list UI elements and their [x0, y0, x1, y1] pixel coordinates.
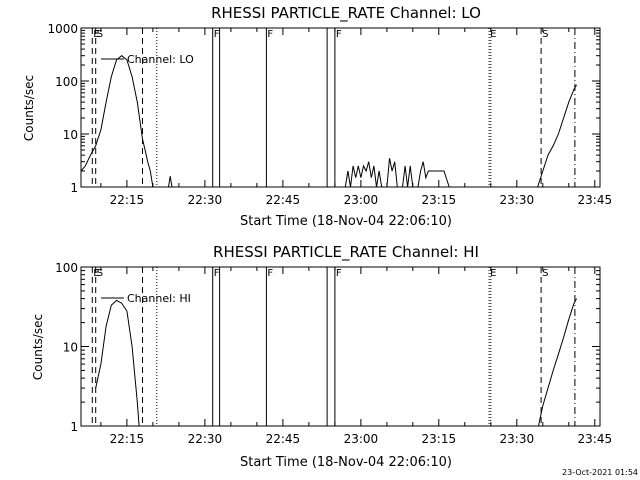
x-tick-label: 23:45 [578, 193, 613, 207]
x-tick-label: 23:15 [422, 193, 457, 207]
y-tick-label: 1 [70, 420, 78, 434]
panel-hi: RHESSI PARTICLE_RATE Channel: HI Start T… [31, 243, 612, 470]
y-axis-label: Counts/sec [31, 314, 45, 380]
x-axis-label: Start Time (18-Nov-04 22:06:10) [240, 455, 452, 470]
y-tick-label: 1000 [47, 22, 78, 36]
x-tick-label: 23:00 [344, 193, 379, 207]
chart-title: RHESSI PARTICLE_RATE Channel: HI [213, 243, 479, 262]
footer-timestamp: 23-Oct-2021 01:54 [562, 468, 638, 477]
x-tick-label: 23:15 [422, 432, 457, 446]
plot-frame [80, 266, 601, 427]
x-tick-label: 23:30 [500, 432, 535, 446]
x-tick-label: 22:30 [188, 193, 223, 207]
marker-label: E [490, 268, 496, 279]
series-line [80, 55, 154, 188]
x-axis-label: Start Time (18-Nov-04 22:06:10) [240, 214, 452, 229]
marker-label: F [214, 268, 220, 279]
marker-label: F [214, 29, 220, 40]
marker-label: F [267, 268, 273, 279]
x-tick-label: 22:15 [110, 432, 145, 446]
x-tick-label: 23:45 [578, 432, 613, 446]
y-tick-label: 100 [55, 75, 78, 89]
y-axis-label: Counts/sec [22, 75, 36, 141]
marker-label: F [336, 268, 342, 279]
x-tick-label: 22:45 [266, 432, 301, 446]
x-tick-label: 23:30 [500, 193, 535, 207]
plot-frame [80, 27, 601, 188]
x-tick-label: 22:45 [266, 193, 301, 207]
x-tick-label: 22:30 [188, 432, 223, 446]
marker-label: S [542, 268, 548, 279]
marker-label: S [97, 29, 103, 40]
marker-label: E [93, 29, 99, 40]
panel-lo: RHESSI PARTICLE_RATE Channel: LO Start T… [22, 4, 612, 229]
chart-title: RHESSI PARTICLE_RATE Channel: LO [211, 4, 481, 23]
series-line [537, 84, 578, 188]
marker-label: E [93, 268, 99, 279]
y-tick-label: 1 [70, 181, 78, 195]
y-tick-label: 100 [55, 261, 78, 275]
marker-label: S [542, 29, 548, 40]
series-line [168, 176, 173, 188]
marker-label: E [490, 29, 496, 40]
marker-label: S [97, 268, 103, 279]
series-line [344, 158, 450, 188]
y-tick-label: 10 [63, 128, 78, 142]
y-tick-label: 10 [63, 341, 78, 355]
marker-label: F [336, 29, 342, 40]
x-tick-label: 22:15 [110, 193, 145, 207]
marker-label: F [267, 29, 273, 40]
series-line [538, 298, 578, 427]
legend-label: Channel: LO [127, 53, 194, 66]
x-tick-label: 23:00 [344, 432, 379, 446]
legend-label: Channel: HI [127, 292, 191, 305]
series-line [95, 299, 140, 427]
